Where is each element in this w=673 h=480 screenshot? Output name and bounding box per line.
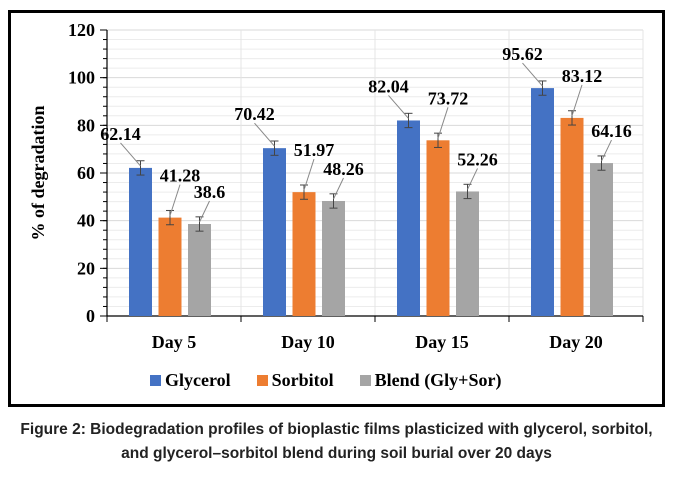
leader-line <box>303 158 315 191</box>
caption-line-1: Figure 2: Biodegradation profiles of bio… <box>20 421 653 438</box>
data-label: 95.62 <box>502 44 543 64</box>
bar-blend <box>322 200 345 316</box>
bar-sorbitol <box>560 117 584 316</box>
leader-line <box>120 142 141 167</box>
figure-caption: Figure 2: Biodegradation profiles of bio… <box>0 418 673 466</box>
data-label: 62.14 <box>100 124 141 144</box>
bar-blend <box>188 224 211 316</box>
data-label: 51.97 <box>294 140 335 160</box>
data-label: 41.28 <box>160 166 201 186</box>
data-label: 70.42 <box>234 104 275 124</box>
leader-line <box>467 168 478 190</box>
data-label: 52.26 <box>457 149 498 169</box>
bar-sorbitol <box>292 192 316 316</box>
chart-frame <box>8 10 665 407</box>
leader-line <box>388 95 409 119</box>
leader-line <box>169 184 181 216</box>
bar-sorbitol <box>158 217 182 316</box>
leader-line <box>199 200 210 223</box>
bar-sorbitol <box>426 140 450 316</box>
data-label: 73.72 <box>428 88 469 108</box>
y-tick-label: 0 <box>86 306 95 326</box>
leader-line <box>254 122 275 147</box>
x-tick-label: Day 20 <box>549 332 603 352</box>
data-label: 38.6 <box>194 182 226 202</box>
caption-line-2: and glycerol–sorbitol blend during soil … <box>121 445 552 462</box>
data-label: 82.04 <box>368 76 409 96</box>
legend-swatch-glycerol <box>150 375 161 386</box>
legend-item-blend: Blend (Gly+Sor) <box>359 370 502 391</box>
leader-line <box>437 107 449 139</box>
y-tick-label: 120 <box>68 20 95 40</box>
bar-glycerol <box>531 88 554 316</box>
y-tick-label: 80 <box>77 115 95 135</box>
leader-line <box>571 84 583 117</box>
leader-line <box>522 62 543 87</box>
legend-item-glycerol: Glycerol <box>150 370 231 391</box>
data-label: 64.16 <box>591 121 632 141</box>
y-tick-label: 100 <box>68 68 95 88</box>
leader-line <box>601 139 612 162</box>
y-axis-label: % of degradation <box>28 106 48 241</box>
x-tick-label: Day 15 <box>415 332 469 352</box>
y-tick-label: 20 <box>77 258 95 278</box>
bar-glycerol <box>129 167 152 316</box>
y-tick-label: 40 <box>77 211 95 231</box>
legend-item-sorbitol: Sorbitol <box>256 370 334 391</box>
bar-glycerol <box>397 120 420 316</box>
y-tick-label: 60 <box>77 163 95 183</box>
legend: Glycerol Sorbitol Blend (Gly+Sor) <box>150 370 501 391</box>
x-tick-label: Day 5 <box>152 332 197 352</box>
legend-swatch-blend <box>359 375 371 386</box>
data-label: 83.12 <box>562 66 603 86</box>
legend-label: Blend (Gly+Sor) <box>374 370 502 390</box>
bar-blend <box>456 191 479 316</box>
bar-glycerol <box>263 148 286 316</box>
legend-swatch-sorbitol <box>256 375 268 386</box>
data-label: 48.26 <box>323 159 364 179</box>
bar-blend <box>590 163 613 316</box>
bar-chart: 0 20 40 60 80 100 120 % of degradation Day 5 62.1… <box>28 20 644 352</box>
x-tick-label: Day 10 <box>281 332 335 352</box>
legend-label: Sorbitol <box>271 370 334 390</box>
legend-label: Glycerol <box>165 370 231 390</box>
leader-line <box>333 177 344 200</box>
